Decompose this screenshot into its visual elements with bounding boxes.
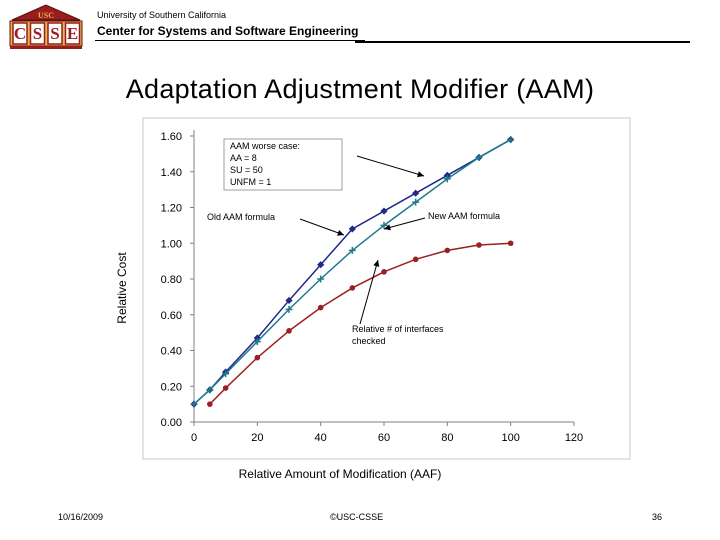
annotation-arrow <box>359 259 379 325</box>
arrow-head <box>417 171 424 178</box>
logo-letter-box <box>47 22 63 45</box>
data-point <box>222 370 230 378</box>
logo-letter: C <box>14 24 26 43</box>
data-point <box>206 386 214 394</box>
data-point <box>286 328 292 334</box>
data-point <box>254 354 261 361</box>
series-line <box>193 138 512 405</box>
y-axis-label: Relative Cost <box>115 252 129 324</box>
x-tick-label: 120 <box>565 432 583 444</box>
data-point <box>222 385 229 391</box>
header-rule-2 <box>355 41 690 43</box>
center-name: Center for Systems and Software Engineer… <box>97 24 359 38</box>
university-name: University of Southern California <box>97 10 227 20</box>
logo-usc-text: USC <box>38 11 54 20</box>
x-tick-label: 40 <box>315 432 327 444</box>
data-point <box>380 221 388 229</box>
x-tick-label: 20 <box>251 432 263 444</box>
y-tick-label: 1.20 <box>161 203 182 215</box>
y-tick-label: 1.40 <box>161 167 182 179</box>
data-point <box>381 269 387 275</box>
data-point <box>285 305 293 313</box>
data-point <box>444 247 451 254</box>
data-point <box>507 136 515 144</box>
logo-letter-box <box>64 22 81 45</box>
header-rule <box>95 40 365 41</box>
arrow-head <box>373 260 380 267</box>
logo-letter-box <box>29 22 46 45</box>
chart-frame <box>142 117 631 460</box>
data-point <box>317 304 324 311</box>
y-tick-label: 0.40 <box>161 346 182 358</box>
y-tick-label: 1.60 <box>161 131 182 143</box>
y-tick-label: 0.00 <box>161 417 182 429</box>
arrow-head <box>337 229 344 236</box>
data-point <box>190 400 198 408</box>
data-point <box>443 175 451 183</box>
data-point <box>253 334 261 342</box>
data-point <box>475 153 483 161</box>
y-tick-label: 1.00 <box>161 238 182 250</box>
annotation-old-label: Old AAM formula <box>207 212 275 222</box>
annotation-worst-case-line: UNFM = 1 <box>230 177 271 187</box>
data-point <box>412 198 420 206</box>
annotation-arrow <box>383 217 426 230</box>
logo-letter: E <box>67 24 78 43</box>
footer-copyright: ©USC-CSSE <box>330 512 384 522</box>
annotation-worst-case-line: SU = 50 <box>230 165 263 175</box>
data-point <box>380 207 388 215</box>
data-point <box>285 296 293 305</box>
data-point <box>476 242 482 248</box>
data-point <box>348 225 356 233</box>
x-tick-label: 80 <box>441 432 453 444</box>
annotation-interfaces-line: Relative # of interfaces <box>352 324 444 334</box>
x-axis-label: Relative Amount of Modification (AAF) <box>238 467 442 481</box>
annotation-new-label: New AAM formula <box>428 211 500 221</box>
arrow-head <box>384 224 391 231</box>
data-point <box>253 338 261 346</box>
slide-title: Adaptation Adjustment Modifier (AAM) <box>125 74 595 104</box>
logo-letter: S <box>33 24 42 43</box>
annotation-arrow <box>299 218 345 236</box>
annotation-worst-case-line: AAM worse case: <box>230 141 300 151</box>
annotation-worst-case-line: AA = 8 <box>230 153 257 163</box>
data-point <box>317 261 325 269</box>
data-point <box>507 240 514 247</box>
data-point <box>412 189 420 197</box>
annotation-interfaces-line: checked <box>352 336 386 346</box>
data-point <box>349 285 356 291</box>
x-tick-label: 100 <box>501 432 519 444</box>
y-tick-label: 0.60 <box>161 310 182 322</box>
y-tick-label: 0.20 <box>161 381 182 393</box>
data-point <box>317 275 325 283</box>
data-point <box>348 246 356 254</box>
series-line <box>193 138 512 405</box>
data-point <box>412 256 419 263</box>
data-point <box>207 401 213 407</box>
annotation-arrow <box>356 155 425 177</box>
x-tick-label: 0 <box>191 432 197 444</box>
x-tick-label: 60 <box>378 432 390 444</box>
footer-date: 10/16/2009 <box>58 512 104 522</box>
footer-page-number: 36 <box>652 512 663 522</box>
logo-letter-box <box>12 22 28 45</box>
logo-letter: S <box>50 24 59 43</box>
annotation-box <box>223 138 343 191</box>
y-tick-label: 0.80 <box>161 274 182 286</box>
